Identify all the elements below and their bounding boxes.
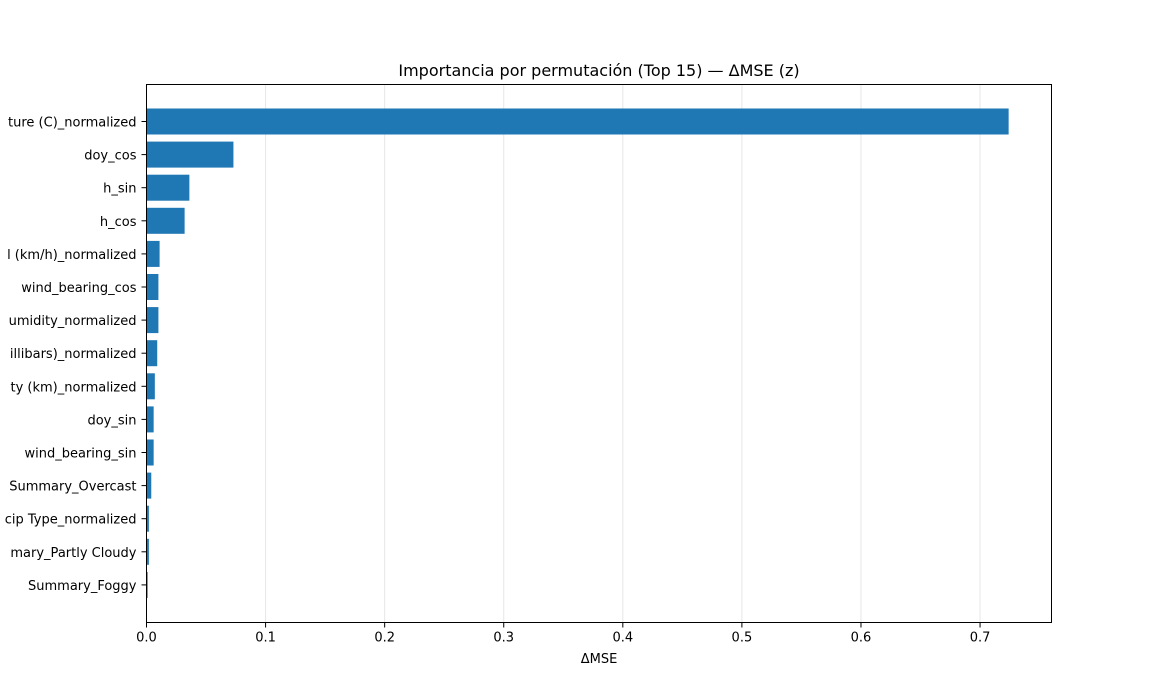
bar xyxy=(146,174,190,201)
y-tick-label: l (km/h)_normalized xyxy=(7,248,136,263)
chart-title: Importancia por permutación (Top 15) — Δ… xyxy=(398,61,799,80)
bar xyxy=(146,141,234,168)
y-tick-label: mary_Partly Cloudy xyxy=(10,546,136,561)
y-tick-label: h_cos xyxy=(100,215,137,230)
x-tick-label: 0.6 xyxy=(851,631,872,646)
bar xyxy=(146,439,154,466)
y-tick-label: wind_bearing_cos xyxy=(21,281,137,296)
y-tick-label: h_sin xyxy=(103,182,136,197)
x-tick-label: 0.4 xyxy=(612,631,633,646)
bar xyxy=(146,538,149,565)
bar xyxy=(146,307,159,334)
bar xyxy=(146,108,1009,135)
x-tick-label: 0.7 xyxy=(970,631,991,646)
bar xyxy=(146,240,160,267)
bar xyxy=(146,505,149,532)
y-tick-label: Summary_Foggy xyxy=(28,579,137,594)
x-axis-ticks: 0.0 0.1 0.2 0.3 0.4 0.5 0.6 0.7 xyxy=(136,622,991,646)
x-tick-label: 0.1 xyxy=(255,631,276,646)
y-tick-label: illibars)_normalized xyxy=(10,347,137,362)
y-tick-label: umidity_normalized xyxy=(9,314,137,329)
y-tick-label: doy_cos xyxy=(84,149,137,164)
bar xyxy=(146,472,152,499)
bar xyxy=(146,373,155,400)
y-tick-label: cip Type_normalized xyxy=(5,513,137,528)
x-tick-label: 0.0 xyxy=(136,631,157,646)
x-tick-label: 0.2 xyxy=(374,631,395,646)
y-tick-label: ty (km)_normalized xyxy=(11,380,137,395)
bar xyxy=(146,406,154,433)
bars xyxy=(146,108,1009,598)
plot-frame xyxy=(146,84,1052,623)
x-tick-label: 0.3 xyxy=(493,631,514,646)
bar xyxy=(146,340,158,367)
y-tick-label: wind_bearing_sin xyxy=(24,447,136,462)
y-tick-label: doy_sin xyxy=(87,413,136,428)
bar xyxy=(146,274,159,300)
x-axis-label: ΔMSE xyxy=(581,652,618,667)
bar xyxy=(146,571,148,598)
y-tick-label: Summary_Overcast xyxy=(9,480,136,495)
y-tick-label: ture (C)_normalized xyxy=(8,116,136,131)
x-tick-label: 0.5 xyxy=(732,631,753,646)
bar xyxy=(146,207,185,234)
grid-lines xyxy=(146,84,981,623)
